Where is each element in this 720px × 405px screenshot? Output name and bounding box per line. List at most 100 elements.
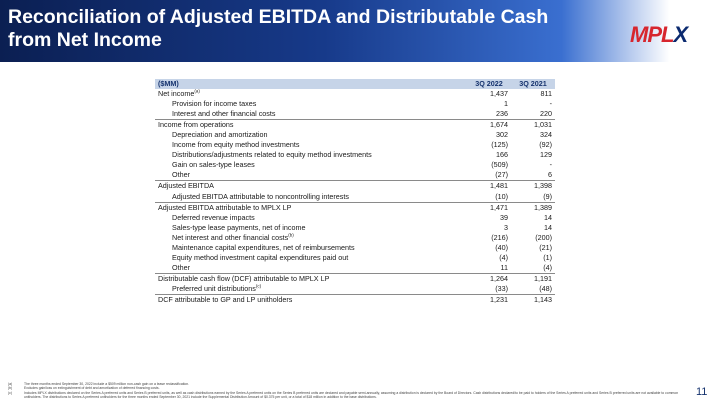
value-3q-2022: (10) <box>495 191 508 201</box>
logo-wordmark: MPLX <box>630 22 688 47</box>
row-label: Deferred revenue impacts <box>172 212 255 222</box>
slide-header: Reconciliation of Adjusted EBITDA and Di… <box>0 0 720 62</box>
value-3q-2021: 324 <box>540 130 552 140</box>
column-header-3q-2021: 3Q 2021 <box>511 79 555 90</box>
row-label: Gain on sales-type leases <box>172 160 255 170</box>
value-3q-2022: 1,674 <box>467 119 511 131</box>
value-3q-2022: (40) <box>495 242 508 252</box>
row-label: Income from equity method investments <box>172 140 300 150</box>
row-label: Other <box>172 262 190 272</box>
footnote-ref: (c) <box>255 283 262 289</box>
footnotes: (a) The three months ended September 30, … <box>8 382 688 399</box>
table-row: Income from operations 1,674 1,031 <box>155 119 555 131</box>
footnote-ref: (b) <box>288 232 294 238</box>
value-3q-2021: (4) <box>543 262 552 272</box>
row-label: Provision for income taxes <box>172 99 257 109</box>
table-row: Other (27) 6 <box>155 170 555 181</box>
value-3q-2022: (509) <box>491 160 508 170</box>
value-3q-2021: 14 <box>544 212 552 222</box>
value-3q-2021: 1,031 <box>511 119 555 131</box>
value-3q-2021: (200) <box>535 232 552 242</box>
row-label: Depreciation and amortization <box>172 130 268 140</box>
value-3q-2021: (1) <box>543 252 552 262</box>
footnote-text: Excludes gain/loss on extinguishment of … <box>24 386 160 391</box>
value-3q-2022: 1,471 <box>467 201 511 213</box>
value-3q-2021: 129 <box>540 150 552 160</box>
footnote-text: The three months ended September 30, 202… <box>24 382 190 386</box>
mplx-logo: MPLX <box>630 22 710 48</box>
table-row: Preferred unit distributions(c) (33) (48) <box>155 284 555 295</box>
units-header: ($MM) <box>155 79 467 90</box>
row-label: Other <box>172 170 190 180</box>
value-3q-2021: 6 <box>548 170 552 180</box>
value-3q-2021: - <box>549 99 552 109</box>
value-3q-2022: (4) <box>499 252 508 262</box>
table-row: DCF attributable to GP and LP unitholder… <box>155 294 555 306</box>
value-3q-2022: 1 <box>504 99 508 109</box>
table-row: Deferred revenue impacts 39 14 <box>155 213 555 223</box>
row-label: Equity method investment capital expendi… <box>172 252 349 262</box>
column-header-3q-2022: 3Q 2022 <box>467 79 511 90</box>
footnote-mark: (b) <box>8 386 13 391</box>
row-label: Distributions/adjustments related to equ… <box>172 150 372 160</box>
value-3q-2021: 1,143 <box>511 294 555 306</box>
row-label: Interest and other financial costs <box>172 109 276 119</box>
table-row: Net interest and other financial costs(b… <box>155 233 555 243</box>
value-3q-2021: 1,398 <box>511 180 555 192</box>
value-3q-2022: 1,264 <box>467 272 511 284</box>
value-3q-2022: 3 <box>504 222 508 232</box>
value-3q-2022: (125) <box>491 140 508 150</box>
table-row: Net income(a) 1,437 811 <box>155 89 555 99</box>
value-3q-2021: 811 <box>540 89 552 99</box>
value-3q-2022: 1,481 <box>467 180 511 192</box>
value-3q-2022: (27) <box>495 170 508 180</box>
row-label: Income from operations <box>155 119 467 131</box>
value-3q-2021: (21) <box>539 242 552 252</box>
value-3q-2021: 14 <box>544 222 552 232</box>
value-3q-2022: 11 <box>500 262 508 272</box>
table-row: Gain on sales-type leases (509) - <box>155 160 555 170</box>
value-3q-2022: 39 <box>500 212 508 222</box>
table-row: Distributions/adjustments related to equ… <box>155 150 555 160</box>
reconciliation-table-container: ($MM) 3Q 2022 3Q 2021 Net income(a) 1,437… <box>155 79 555 306</box>
value-3q-2022: 1,437 <box>490 89 508 99</box>
slide-title: Reconciliation of Adjusted EBITDA and Di… <box>8 6 549 51</box>
footnote-mark: (c) <box>8 390 12 395</box>
footnote-item: (a) The three months ended September 30, … <box>8 382 688 386</box>
row-label: Adjusted EBITDA attributable to MPLX LP <box>155 201 467 213</box>
value-3q-2021: (92) <box>539 140 552 150</box>
row-label: Maintenance capital expenditures, net of… <box>172 242 355 252</box>
value-3q-2022: (33) <box>495 283 508 293</box>
value-3q-2021: 1,389 <box>511 201 555 213</box>
table-row: Sales-type lease payments, net of income… <box>155 223 555 233</box>
value-3q-2021: (9) <box>543 191 552 201</box>
page-number: 11 <box>696 386 708 398</box>
footnote-mark: (a) <box>8 382 13 386</box>
table-row: Depreciation and amortization 302 324 <box>155 130 555 140</box>
footnote-text: Includes MPLX distributions declared on … <box>24 390 679 399</box>
table-row: Income from equity method investments (12… <box>155 140 555 150</box>
table-row: Maintenance capital expenditures, net of… <box>155 243 555 253</box>
value-3q-2022: 166 <box>496 150 508 160</box>
value-3q-2021: 1,191 <box>511 272 555 284</box>
row-label: Adjusted EBITDA attributable to noncontr… <box>172 191 349 201</box>
table-header-row: ($MM) 3Q 2022 3Q 2021 <box>155 79 555 90</box>
value-3q-2021: - <box>549 160 552 170</box>
table-row: Equity method investment capital expendi… <box>155 253 555 263</box>
row-label: Preferred unit distributions(c) <box>172 283 262 293</box>
table-row: Provision for income taxes 1 - <box>155 99 555 109</box>
value-3q-2022: 236 <box>496 109 508 119</box>
value-3q-2021: (48) <box>539 283 552 293</box>
row-label: Net interest and other financial costs(b… <box>172 232 294 242</box>
value-3q-2022: 302 <box>496 130 508 140</box>
row-label: DCF attributable to GP and LP unitholder… <box>155 294 467 306</box>
footnote-ref: (a) <box>194 88 200 94</box>
row-label: Net income(a) <box>158 88 200 99</box>
footnote-item: (b) Excludes gain/loss on extinguishment … <box>8 386 688 390</box>
value-3q-2022: 1,231 <box>467 294 511 306</box>
value-3q-2022: (216) <box>491 232 508 242</box>
value-3q-2021: 220 <box>540 109 552 119</box>
row-label: Sales-type lease payments, net of income <box>172 222 306 232</box>
table-row: Interest and other financial costs 236 220 <box>155 109 555 120</box>
table-row: Adjusted EBITDA 1,481 1,398 <box>155 180 555 192</box>
